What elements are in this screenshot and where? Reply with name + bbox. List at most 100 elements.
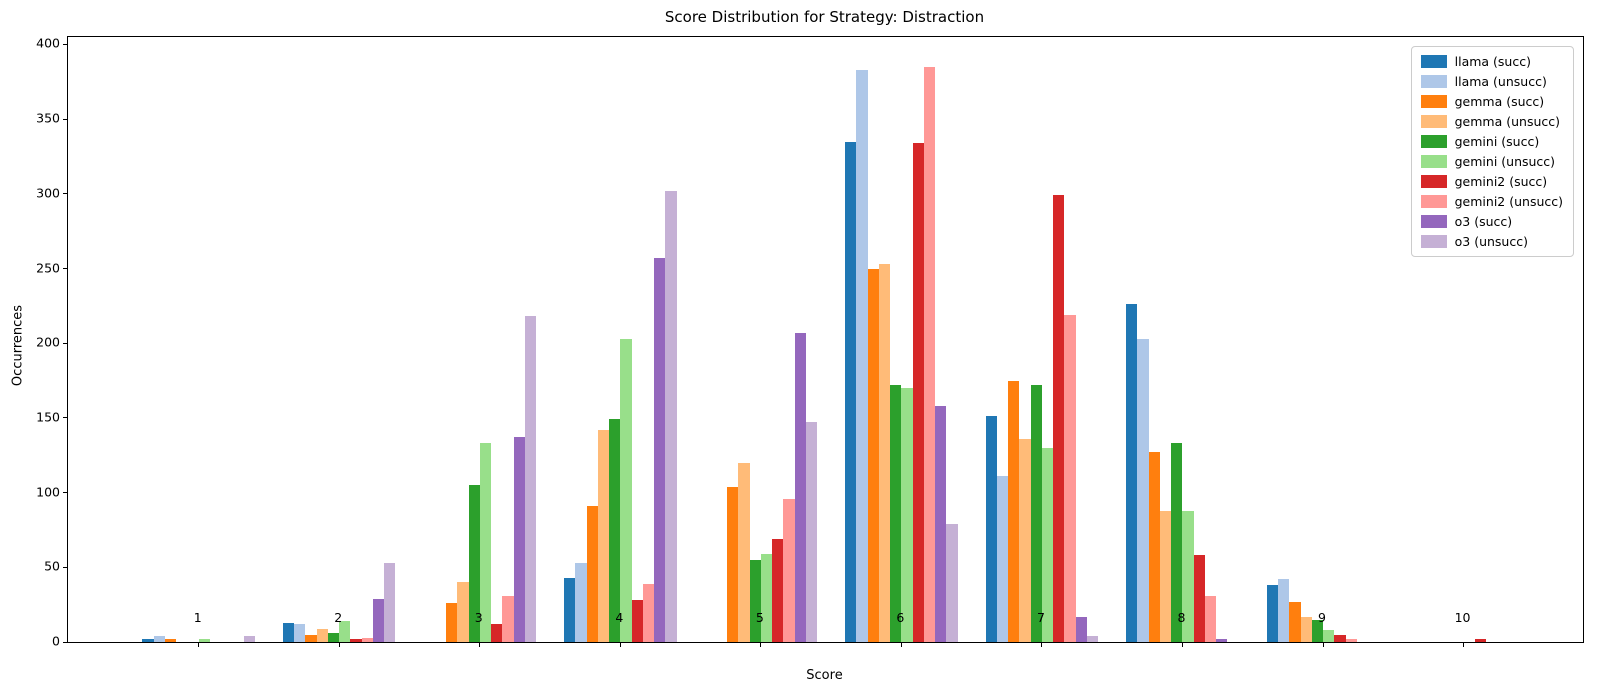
y-tick-label: 200 [36, 334, 60, 350]
legend-swatch [1420, 235, 1447, 248]
bar [1182, 510, 1194, 642]
bar [620, 338, 632, 642]
bar [654, 258, 666, 642]
x-tick-label: 6 [896, 610, 905, 625]
x-tick [198, 643, 200, 647]
y-tick-label: 100 [36, 484, 60, 500]
y-tick-label: 250 [36, 260, 60, 276]
legend-label: o3 (succ) [1454, 214, 1513, 229]
bar [350, 639, 362, 642]
bar [198, 639, 210, 642]
bar [243, 636, 255, 642]
legend-label: llama (unsucc) [1454, 74, 1547, 89]
plot-area: llama (succ) llama (unsucc) gemma (succ) ge… [63, 36, 1584, 647]
bar [783, 498, 795, 642]
bar [738, 462, 750, 642]
bar [631, 600, 643, 642]
y-tick-label: 150 [36, 409, 60, 425]
bar [867, 268, 879, 642]
bar [339, 621, 351, 642]
bar [794, 332, 806, 642]
bar [890, 385, 902, 642]
x-tick-label: 8 [1177, 610, 1186, 625]
bar [772, 538, 784, 642]
bar [564, 577, 576, 642]
bar [901, 388, 913, 642]
y-tick [63, 641, 67, 643]
bar [1075, 616, 1087, 642]
legend-label: gemini (unsucc) [1454, 154, 1556, 169]
y-tick-label: 350 [36, 110, 60, 126]
x-tick-label: 9 [1318, 610, 1326, 625]
bar [1159, 510, 1172, 642]
bar [1204, 595, 1217, 642]
y-tick [63, 118, 67, 120]
legend-item: o3 (unsucc) [1420, 234, 1563, 249]
x-tick [338, 643, 340, 647]
x-tick [760, 643, 762, 647]
bar [1266, 585, 1278, 642]
bar [513, 437, 525, 642]
bar [1323, 630, 1335, 642]
legend-label: gemini (succ) [1454, 134, 1540, 149]
bar [1041, 447, 1054, 642]
bar [1311, 619, 1323, 642]
bar [1193, 555, 1205, 642]
legend: llama (succ) llama (unsucc) gemma (succ) ge… [1410, 46, 1574, 257]
bar [946, 524, 958, 642]
bar [935, 405, 947, 642]
x-tick-label: 10 [1454, 610, 1471, 625]
legend-item: gemma (succ) [1420, 94, 1563, 109]
y-tick [63, 43, 67, 45]
bar [1474, 639, 1487, 642]
bar [597, 429, 610, 642]
bar [361, 637, 373, 642]
bar [878, 264, 891, 642]
bar [1053, 195, 1065, 642]
x-tick [1181, 643, 1183, 647]
y-axis-label: Occurrences [10, 304, 26, 387]
bar [760, 553, 773, 642]
bar [805, 422, 818, 642]
x-tick [479, 643, 481, 647]
bar [524, 316, 537, 642]
legend-swatch [1420, 75, 1447, 88]
bar [856, 69, 868, 642]
legend-label: gemini2 (unsucc) [1454, 194, 1563, 209]
legend-item: gemini2 (succ) [1420, 174, 1563, 189]
legend-label: gemini2 (succ) [1454, 174, 1548, 189]
x-tick-label: 1 [193, 610, 202, 625]
bar [1148, 452, 1160, 642]
bar [384, 562, 396, 642]
bar [1008, 380, 1020, 642]
legend-swatch [1420, 155, 1447, 168]
y-tick-label: 400 [36, 35, 60, 51]
bar [1019, 438, 1031, 642]
bar [1086, 636, 1099, 642]
bar [1289, 601, 1301, 642]
bar [468, 485, 480, 642]
y-tick [63, 193, 67, 195]
bar [609, 419, 621, 642]
x-tick-label: 4 [615, 610, 624, 625]
bar [1064, 314, 1076, 642]
bar [502, 595, 514, 642]
legend-label: gemma (unsucc) [1454, 114, 1561, 129]
bar [1345, 639, 1357, 642]
bar [1126, 304, 1138, 642]
y-tick-label: 300 [36, 185, 60, 201]
legend-item: llama (succ) [1420, 54, 1563, 69]
legend-swatch [1420, 95, 1447, 108]
legend-label: gemma (succ) [1454, 94, 1545, 109]
legend-item: gemini2 (unsucc) [1420, 194, 1563, 209]
legend-swatch [1420, 135, 1447, 148]
x-tick [619, 643, 621, 647]
bar [727, 486, 739, 642]
chart-title: Score Distribution for Strategy: Distrac… [664, 8, 985, 26]
bar [996, 476, 1009, 642]
bar [1030, 385, 1042, 642]
x-tick [1041, 643, 1043, 647]
bar [294, 624, 306, 642]
bar [1300, 616, 1312, 642]
bar [327, 633, 340, 642]
